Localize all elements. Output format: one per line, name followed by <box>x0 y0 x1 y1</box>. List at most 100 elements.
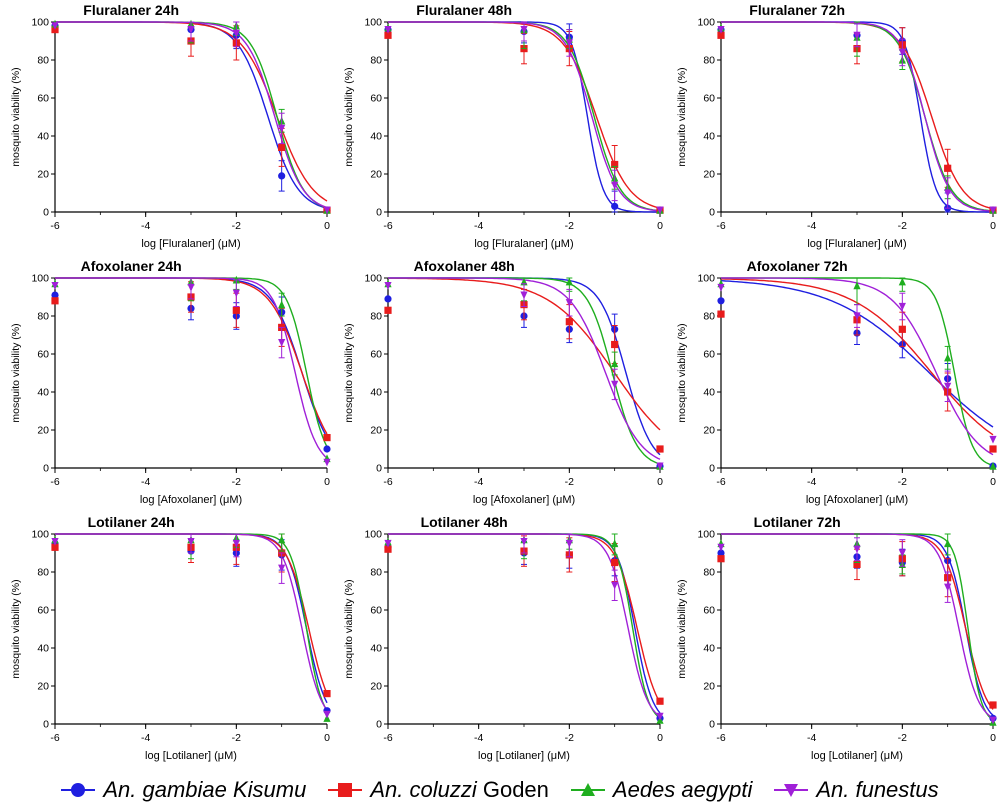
data-point-an-gambiae-kisumu <box>278 172 286 180</box>
y-tick-label: 20 <box>370 169 382 181</box>
chart-fluralaner-48h: Fluralaner 48h 0 20 40 60 80 100 -6 -4 -2 0 log [Fl… <box>343 2 664 250</box>
data-point-an-coluzzi-goden <box>944 164 952 172</box>
data-point-aedes-aegypti <box>565 277 573 286</box>
x-tick-label: -4 <box>141 220 150 232</box>
y-tick-label: 60 <box>37 605 49 617</box>
data-point-an-funestus <box>989 206 997 215</box>
data-point-an-coluzzi-goden <box>384 545 392 553</box>
data-point-an-funestus <box>656 206 664 215</box>
y-tick-label: 20 <box>37 169 49 181</box>
y-tick-label: 60 <box>703 93 715 105</box>
x-tick-label: 0 <box>324 732 330 744</box>
chart-fluralaner-24h: Fluralaner 24h 0 20 40 60 80 100 -6 -4 -2 0 log [Fl… <box>10 2 331 250</box>
y-tick-label: 100 <box>364 529 382 541</box>
x-tick-label: 0 <box>324 220 330 232</box>
x-tick-label: -2 <box>565 476 574 488</box>
data-point-an-funestus <box>565 539 573 548</box>
x-tick-label: -6 <box>383 220 392 232</box>
data-point-an-coluzzi-goden <box>323 690 331 698</box>
data-point-an-funestus <box>565 39 573 47</box>
x-axis-label: log [Afoxolaner] (μM) <box>140 494 242 506</box>
data-point-an-funestus <box>384 539 392 548</box>
x-tick-label: -6 <box>716 220 725 232</box>
y-tick-label: 80 <box>703 567 715 579</box>
x-axis-label: log [Lotilaner] (μM) <box>145 750 237 762</box>
data-point-an-gambiae-kisumu <box>384 295 392 303</box>
data-point-an-funestus <box>232 289 240 298</box>
y-tick-label: 40 <box>703 643 715 655</box>
y-tick-label: 0 <box>709 207 715 219</box>
data-point-an-coluzzi-goden <box>384 306 392 314</box>
data-point-an-funestus <box>323 458 331 467</box>
y-axis-label: mosquito viability (%) <box>676 67 688 166</box>
chart-afoxolaner-48h: Afoxolaner 48h 0 20 40 60 80 100 -6 -4 -2 0 log [Af… <box>343 258 664 506</box>
legend-marker-square-icon <box>328 782 363 797</box>
x-tick-label: 0 <box>990 220 996 232</box>
y-tick-label: 80 <box>37 567 49 579</box>
legend-item-aegypti: Aedes aegypti <box>570 777 752 803</box>
chart-title: Afoxolaner 48h <box>414 258 515 274</box>
y-tick-label: 40 <box>37 643 49 655</box>
data-point-an-funestus <box>656 462 664 471</box>
x-tick-label: -4 <box>141 476 150 488</box>
data-point-an-funestus <box>611 181 619 190</box>
legend-marker-triangle-down-icon <box>774 783 809 797</box>
x-tick-label: -2 <box>565 732 574 744</box>
data-point-an-coluzzi-goden <box>898 325 906 333</box>
chart-title: Lotilaner 48h <box>421 514 508 530</box>
y-tick-label: 20 <box>703 425 715 437</box>
data-point-aedes-aegypti <box>611 359 619 368</box>
x-tick-label: -4 <box>807 476 816 488</box>
y-tick-label: 40 <box>37 131 49 143</box>
data-point-an-funestus <box>898 549 906 558</box>
y-axis-label: mosquito viability (%) <box>10 67 22 166</box>
y-tick-label: 0 <box>43 207 49 219</box>
data-point-an-funestus <box>51 538 59 546</box>
chart-lotilaner-24h: Lotilaner 24h 0 20 40 60 80 100 -6 -4 -2 0 log [Lot… <box>10 514 331 762</box>
data-point-an-coluzzi-goden <box>717 31 725 39</box>
x-tick-label: -4 <box>474 732 483 744</box>
data-point-an-funestus <box>611 581 619 590</box>
legend-marker-triangle-up-icon <box>570 782 605 796</box>
y-tick-label: 0 <box>709 719 715 731</box>
legend-item-gambiae: An. gambiae Kisumu <box>61 777 306 803</box>
data-point-an-coluzzi-goden <box>51 543 59 551</box>
data-point-an-funestus <box>717 283 725 292</box>
x-axis-label: log [Lotilaner] (μM) <box>478 750 570 762</box>
y-tick-label: 80 <box>370 567 382 579</box>
y-tick-label: 80 <box>703 55 715 67</box>
y-tick-label: 40 <box>703 387 715 399</box>
y-tick-label: 80 <box>703 311 715 323</box>
data-point-an-funestus <box>520 26 528 34</box>
y-tick-label: 20 <box>37 681 49 693</box>
legend-marker-circle-icon <box>61 782 96 797</box>
data-point-an-funestus <box>656 712 664 721</box>
data-point-an-coluzzi-goden <box>565 318 573 326</box>
y-tick-label: 0 <box>43 719 49 731</box>
y-tick-label: 40 <box>703 131 715 143</box>
chart-afoxolaner-72h: Afoxolaner 72h 0 20 40 60 80 100 -6 -4 -2 0 log [Af… <box>676 258 997 506</box>
y-tick-label: 20 <box>370 681 382 693</box>
data-point-an-funestus <box>187 26 195 34</box>
y-tick-label: 100 <box>697 273 715 285</box>
data-point-an-funestus <box>944 189 952 198</box>
x-tick-label: -2 <box>232 476 241 488</box>
y-tick-label: 0 <box>43 463 49 475</box>
data-point-aedes-aegypti <box>853 281 861 290</box>
x-tick-label: 0 <box>990 476 996 488</box>
data-point-aedes-aegypti <box>278 300 286 309</box>
x-tick-label: -4 <box>141 732 150 744</box>
y-tick-label: 0 <box>709 463 715 475</box>
data-point-an-funestus <box>717 26 725 34</box>
y-tick-label: 60 <box>37 349 49 361</box>
data-point-an-coluzzi-goden <box>611 558 619 567</box>
data-point-an-coluzzi-goden <box>717 555 725 563</box>
data-point-an-coluzzi-goden <box>989 701 997 709</box>
data-point-an-funestus <box>187 538 195 546</box>
x-tick-label: 0 <box>990 732 996 744</box>
x-tick-label: -2 <box>565 220 574 232</box>
chart-title: Fluralaner 48h <box>416 2 512 18</box>
chart-legend: An. gambiae Kisumu An. coluzzi Goden Aed… <box>0 770 1000 809</box>
data-point-an-funestus <box>611 380 619 389</box>
data-point-an-funestus <box>51 282 59 290</box>
